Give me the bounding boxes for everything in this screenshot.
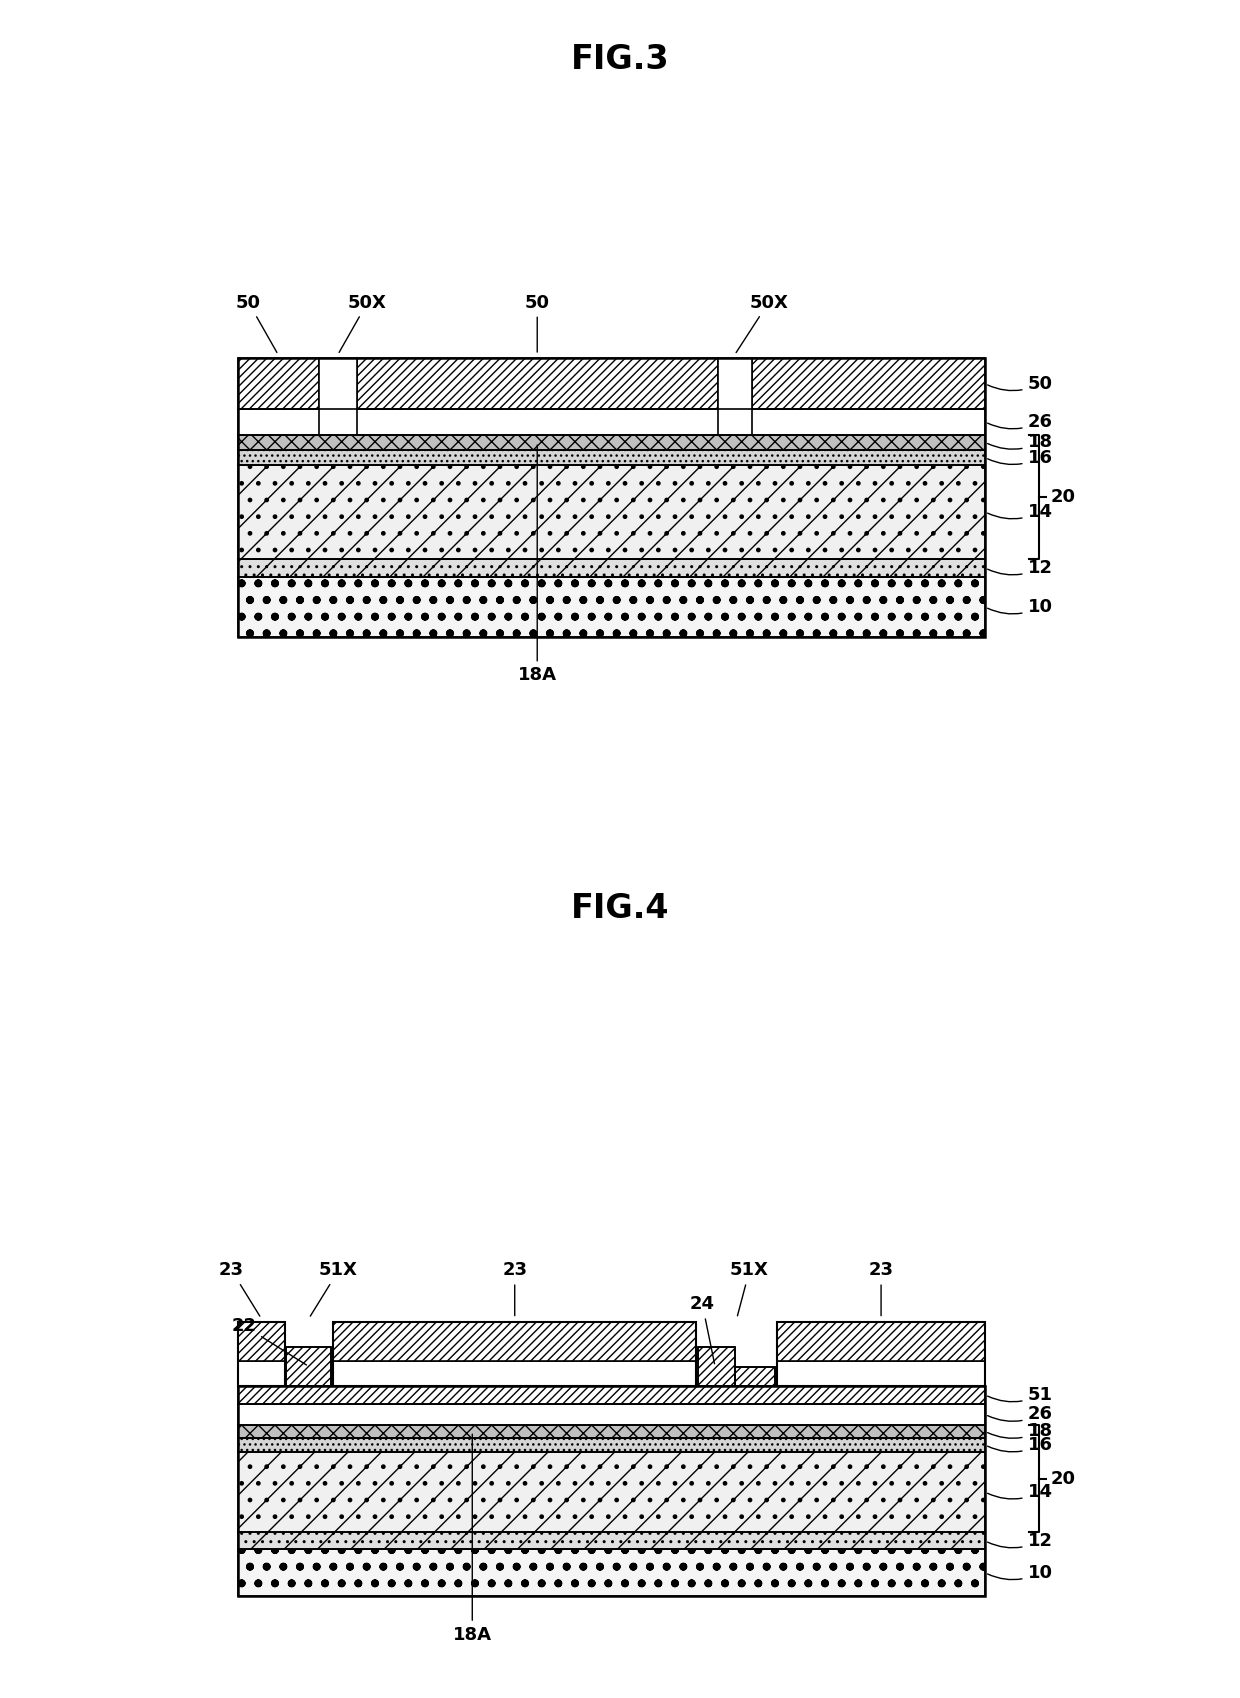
- Text: 26: 26: [987, 1406, 1053, 1423]
- Text: 51X: 51X: [730, 1262, 769, 1316]
- Bar: [777, 1362, 985, 1386]
- Text: 22: 22: [232, 1316, 306, 1365]
- Bar: [238, 577, 985, 637]
- Text: FIG.4: FIG.4: [570, 891, 670, 925]
- Text: 16: 16: [987, 448, 1053, 467]
- Bar: [319, 358, 357, 435]
- Text: 23: 23: [219, 1262, 260, 1316]
- Bar: [238, 1438, 985, 1452]
- Bar: [751, 358, 985, 409]
- Text: 10: 10: [987, 598, 1053, 616]
- Bar: [238, 1532, 985, 1549]
- Bar: [777, 1321, 985, 1362]
- Bar: [238, 450, 985, 465]
- Bar: [238, 465, 985, 559]
- Text: 20: 20: [1050, 1469, 1075, 1487]
- Bar: [777, 1321, 985, 1386]
- Bar: [698, 1348, 734, 1386]
- Bar: [238, 1404, 985, 1425]
- Bar: [238, 358, 985, 637]
- Bar: [334, 1362, 697, 1386]
- Text: 51X: 51X: [310, 1262, 358, 1316]
- Text: 14: 14: [987, 1482, 1053, 1501]
- Bar: [238, 1549, 985, 1596]
- Bar: [238, 1386, 985, 1404]
- Text: 50X: 50X: [339, 294, 387, 353]
- Bar: [238, 1321, 285, 1362]
- Text: 20: 20: [1050, 487, 1075, 506]
- Bar: [334, 1321, 697, 1386]
- Bar: [718, 358, 751, 435]
- Text: 24: 24: [689, 1296, 714, 1363]
- Bar: [238, 409, 985, 435]
- Bar: [238, 358, 319, 409]
- Text: FIG.3: FIG.3: [570, 42, 670, 76]
- Text: 23: 23: [502, 1262, 527, 1316]
- Bar: [238, 1452, 985, 1532]
- Text: 26: 26: [987, 413, 1053, 431]
- Bar: [238, 559, 985, 577]
- Text: 50X: 50X: [737, 294, 787, 353]
- Bar: [286, 1348, 331, 1386]
- Text: 18A: 18A: [453, 1435, 492, 1644]
- Text: 50: 50: [236, 294, 277, 353]
- Text: 50: 50: [987, 375, 1053, 392]
- Text: 23: 23: [868, 1262, 894, 1316]
- Text: 18: 18: [987, 433, 1053, 452]
- Bar: [357, 358, 718, 409]
- Text: 14: 14: [987, 503, 1053, 521]
- Text: 50: 50: [525, 294, 549, 351]
- Bar: [238, 435, 985, 450]
- Bar: [734, 1367, 775, 1386]
- Bar: [334, 1321, 697, 1362]
- Text: 18A: 18A: [518, 445, 557, 684]
- Bar: [734, 1367, 775, 1386]
- Bar: [238, 1386, 985, 1596]
- Text: 51: 51: [987, 1386, 1053, 1404]
- Bar: [238, 1362, 285, 1386]
- Text: 10: 10: [987, 1564, 1053, 1583]
- Text: 16: 16: [987, 1437, 1053, 1453]
- Text: 18: 18: [987, 1423, 1053, 1440]
- Text: 12: 12: [987, 1532, 1053, 1550]
- Bar: [238, 1425, 985, 1438]
- Bar: [238, 1321, 285, 1386]
- Text: 12: 12: [987, 559, 1053, 577]
- Bar: [698, 1348, 734, 1386]
- Bar: [286, 1348, 331, 1386]
